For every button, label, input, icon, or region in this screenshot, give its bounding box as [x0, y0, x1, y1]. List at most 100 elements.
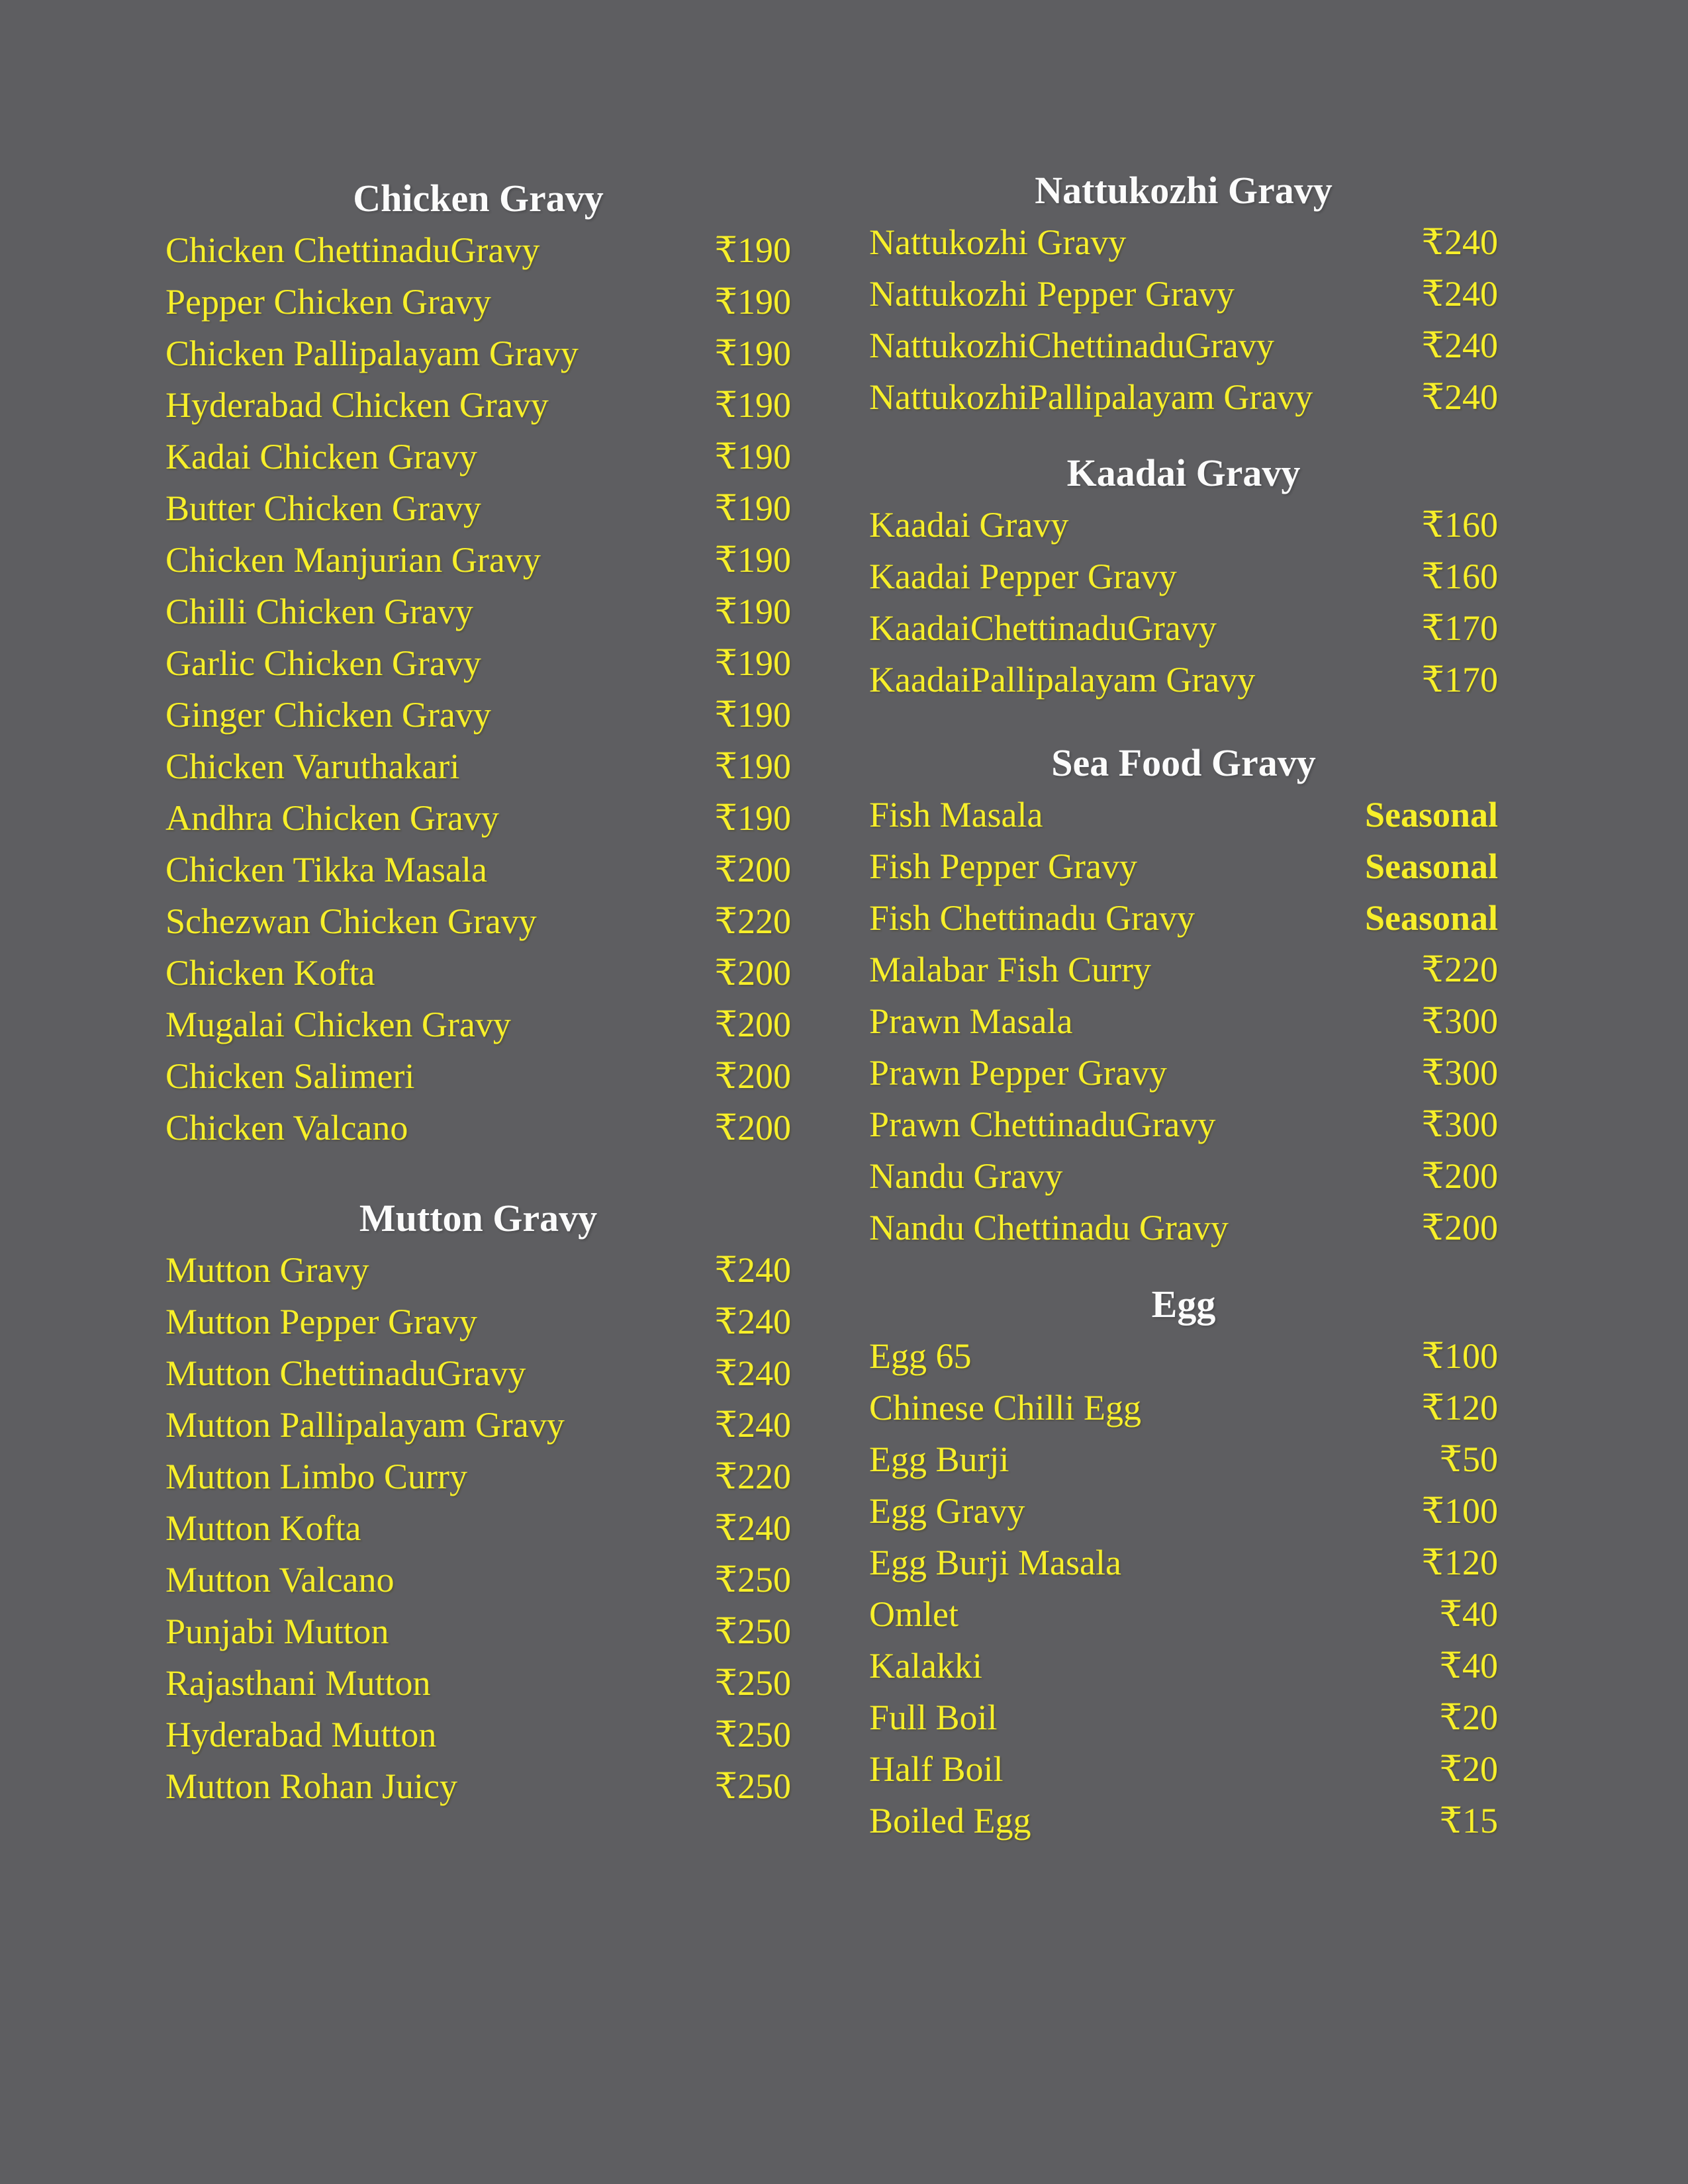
item-name: Chinese Chilli Egg	[869, 1388, 1141, 1428]
menu-item-row: Egg Gravy ₹100	[869, 1485, 1498, 1537]
item-price: ₹220	[1421, 950, 1498, 989]
menu-item-row: Omlet ₹40	[869, 1588, 1498, 1640]
item-price: ₹240	[1421, 222, 1498, 262]
menu-item-row: Pepper Chicken Gravy ₹190	[165, 276, 791, 328]
menu-item-row: Egg Burji Masala ₹120	[869, 1537, 1498, 1588]
item-price: ₹170	[1421, 608, 1498, 648]
menu-item-row: Malabar Fish Curry ₹220	[869, 944, 1498, 995]
menu-item-row: Andhra Chicken Gravy ₹190	[165, 792, 791, 844]
menu-item-row: Punjabi Mutton ₹250	[165, 1606, 791, 1657]
item-name: NattukozhiChettinaduGravy	[869, 326, 1274, 365]
item-price: ₹250	[714, 1560, 791, 1600]
menu-item-row: Kadai Chicken Gravy ₹190	[165, 431, 791, 482]
menu-section: Kaadai Gravy Kaadai Gravy ₹160 Kaadai Peppe…	[869, 447, 1498, 705]
menu-item-row: Prawn Masala ₹300	[869, 995, 1498, 1047]
item-price: Seasonal	[1364, 846, 1498, 886]
item-price: ₹190	[714, 695, 791, 735]
menu-item-row: Chicken Tikka Masala ₹200	[165, 844, 791, 895]
item-name: Pepper Chicken Gravy	[165, 282, 491, 322]
item-name: Chicken Valcano	[165, 1108, 408, 1148]
menu-item-row: Nandu Chettinadu Gravy ₹200	[869, 1202, 1498, 1253]
item-name: Omlet	[869, 1594, 959, 1634]
menu-column-right: Nattukozhi Gravy Nattukozhi Gravy ₹240 Natt…	[869, 165, 1498, 1846]
item-name: Rajasthani Mutton	[165, 1663, 431, 1703]
section-title: Kaadai Gravy	[1066, 451, 1301, 494]
menu-item-row: Chicken Pallipalayam Gravy ₹190	[165, 328, 791, 379]
item-name: Chicken Kofta	[165, 953, 375, 993]
item-name: Hyderabad Mutton	[165, 1715, 437, 1754]
item-price: ₹190	[714, 230, 791, 270]
menu-item-row: Chicken Varuthakari ₹190	[165, 741, 791, 792]
menu-item-row: Prawn Pepper Gravy ₹300	[869, 1047, 1498, 1099]
item-price: ₹240	[1421, 326, 1498, 365]
item-price: ₹20	[1439, 1749, 1498, 1789]
item-price: ₹15	[1439, 1801, 1498, 1841]
menu-item-row: Garlic Chicken Gravy ₹190	[165, 637, 791, 689]
menu-item-row: Mutton ChettinaduGravy ₹240	[165, 1347, 791, 1399]
menu-item-row: Chicken Kofta ₹200	[165, 947, 791, 999]
item-price: ₹190	[714, 592, 791, 631]
menu-section: Mutton Gravy Mutton Gravy ₹240 Mutton Peppe…	[165, 1193, 791, 1812]
item-name: Mutton Pepper Gravy	[165, 1302, 477, 1342]
menu-item-row: Half Boil ₹20	[869, 1743, 1498, 1795]
item-name: Chilli Chicken Gravy	[165, 592, 473, 631]
item-name: Egg Burji	[869, 1439, 1009, 1479]
item-name: Chicken Salimeri	[165, 1056, 415, 1096]
item-price: ₹190	[714, 747, 791, 786]
item-name: Chicken Varuthakari	[165, 747, 460, 786]
item-name: Full Boil	[869, 1698, 998, 1737]
item-name: Nandu Gravy	[869, 1156, 1063, 1196]
item-price: ₹50	[1439, 1439, 1498, 1479]
item-name: KaadaiChettinaduGravy	[869, 608, 1217, 648]
item-price: ₹190	[714, 488, 791, 528]
item-name: NattukozhiPallipalayam Gravy	[869, 377, 1313, 417]
menu-item-row: Prawn ChettinaduGravy ₹300	[869, 1099, 1498, 1150]
section-title: Sea Food Gravy	[1051, 741, 1316, 784]
item-price: ₹300	[1421, 1001, 1498, 1041]
item-price: ₹200	[714, 850, 791, 889]
item-price: ₹250	[714, 1663, 791, 1703]
menu-section: Egg Egg 65 ₹100 Chinese Chilli Egg ₹120 Egg B…	[869, 1279, 1498, 1846]
item-price: Seasonal	[1364, 898, 1498, 938]
item-name: Fish Chettinadu Gravy	[869, 898, 1195, 938]
item-name: Mutton Kofta	[165, 1508, 361, 1548]
item-name: Chicken ChettinaduGravy	[165, 230, 540, 270]
item-price: ₹220	[714, 1457, 791, 1496]
item-name: KaadaiPallipalayam Gravy	[869, 660, 1256, 700]
item-price: ₹160	[1421, 557, 1498, 596]
item-name: Kaadai Pepper Gravy	[869, 557, 1177, 596]
section-title: Chicken Gravy	[353, 177, 604, 220]
item-price: ₹190	[714, 437, 791, 477]
item-price: ₹240	[714, 1353, 791, 1393]
item-name: Egg Burji Masala	[869, 1543, 1121, 1582]
item-name: Chicken Tikka Masala	[165, 850, 487, 889]
item-name: Fish Masala	[869, 795, 1043, 835]
section-title: Mutton Gravy	[359, 1197, 598, 1240]
item-price: ₹190	[714, 540, 791, 580]
menu-section: Nattukozhi Gravy Nattukozhi Gravy ₹240 Natt…	[869, 165, 1498, 423]
menu-item-row: Schezwan Chicken Gravy ₹220	[165, 895, 791, 947]
menu-item-row: Nandu Gravy ₹200	[869, 1150, 1498, 1202]
menu-item-row: Mugalai Chicken Gravy ₹200	[165, 999, 791, 1050]
item-name: Prawn ChettinaduGravy	[869, 1105, 1216, 1144]
menu-item-row: NattukozhiChettinaduGravy ₹240	[869, 320, 1498, 371]
menu-section: Chicken Gravy Chicken ChettinaduGravy ₹190…	[165, 173, 791, 1154]
item-name: Chicken Pallipalayam Gravy	[165, 334, 579, 373]
menu-item-row: Kaadai Pepper Gravy ₹160	[869, 551, 1498, 602]
item-price: ₹240	[714, 1250, 791, 1290]
item-name: Kadai Chicken Gravy	[165, 437, 477, 477]
item-price: ₹220	[714, 901, 791, 941]
item-name: Mutton ChettinaduGravy	[165, 1353, 526, 1393]
item-name: Mutton Pallipalayam Gravy	[165, 1405, 565, 1445]
menu-item-row: Butter Chicken Gravy ₹190	[165, 482, 791, 534]
menu-item-row: Egg 65 ₹100	[869, 1330, 1498, 1382]
item-name: Nattukozhi Pepper Gravy	[869, 274, 1235, 314]
menu-item-row: Fish Chettinadu Gravy Seasonal	[869, 892, 1498, 944]
item-name: Egg Gravy	[869, 1491, 1025, 1531]
item-price: ₹160	[1421, 505, 1498, 545]
item-name: Egg 65	[869, 1336, 972, 1376]
item-name: Mutton Limbo Curry	[165, 1457, 467, 1496]
menu-item-row: KaadaiPallipalayam Gravy ₹170	[869, 654, 1498, 705]
menu-item-row: KaadaiChettinaduGravy ₹170	[869, 602, 1498, 654]
